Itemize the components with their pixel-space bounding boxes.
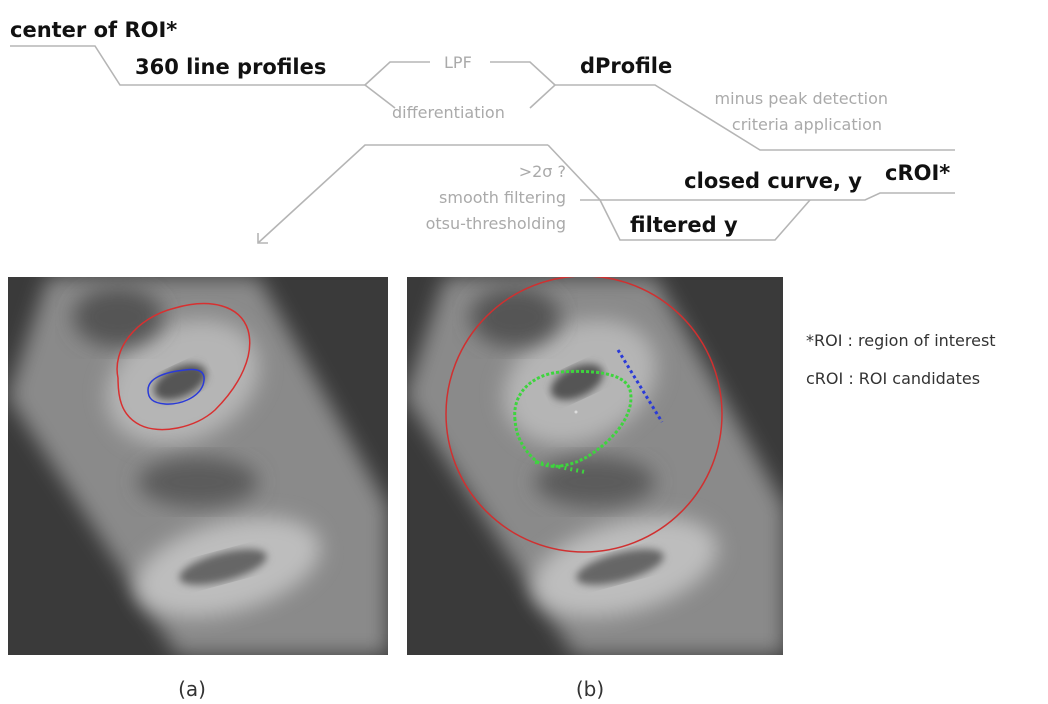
legend-item: *ROI : region of interest [806, 331, 996, 350]
node: cROI* [885, 161, 950, 185]
node: closed curve, y [684, 169, 862, 193]
step: criteria application [732, 115, 882, 134]
panel-label: (b) [576, 677, 604, 701]
node: filtered y [630, 213, 738, 237]
node: dProfile [580, 54, 672, 78]
node: center of ROI* [10, 18, 177, 42]
diagram: center of ROI* 360 line profiles LPF dif… [0, 0, 1048, 704]
image-b [405, 276, 785, 655]
step: LPF [444, 53, 472, 72]
flow-text: center of ROI* 360 line profiles LPF dif… [10, 18, 950, 237]
step: otsu-thresholding [426, 214, 566, 233]
step: minus peak detection [715, 89, 888, 108]
step: differentiation [392, 103, 505, 122]
legend-item: cROI : ROI candidates [806, 369, 980, 388]
step: smooth filtering [439, 188, 566, 207]
panel-label: (a) [178, 677, 206, 701]
node: 360 line profiles [135, 55, 326, 79]
step: >2σ ? [519, 162, 566, 181]
image-a [8, 277, 388, 655]
